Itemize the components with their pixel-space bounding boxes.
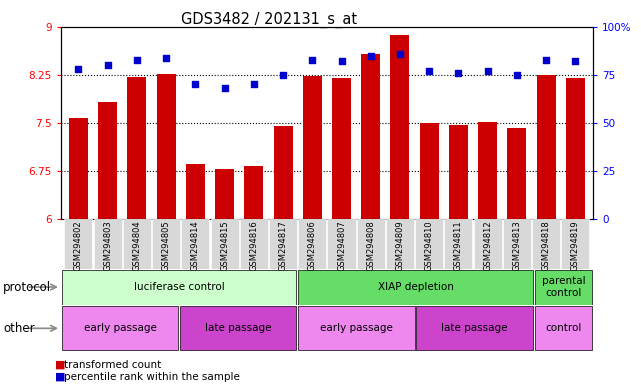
Text: ■: ■ xyxy=(54,360,65,370)
Bar xyxy=(303,76,322,219)
Point xyxy=(453,70,463,76)
Text: GSM294817: GSM294817 xyxy=(279,220,288,271)
Bar xyxy=(332,78,351,219)
Point xyxy=(249,81,259,88)
Bar xyxy=(244,166,263,219)
Point xyxy=(512,72,522,78)
Bar xyxy=(64,219,92,269)
Bar xyxy=(449,125,468,219)
Text: GSM294806: GSM294806 xyxy=(308,220,317,271)
Bar xyxy=(357,219,385,269)
Bar xyxy=(69,118,88,219)
Bar xyxy=(62,270,297,305)
Point xyxy=(161,55,171,61)
Text: early passage: early passage xyxy=(83,323,156,333)
Point xyxy=(570,58,581,65)
Point xyxy=(541,56,551,63)
Bar xyxy=(98,103,117,219)
Text: percentile rank within the sample: percentile rank within the sample xyxy=(64,372,240,382)
Text: parental
control: parental control xyxy=(542,276,585,298)
Point xyxy=(132,56,142,63)
Text: protocol: protocol xyxy=(3,281,51,293)
Bar xyxy=(390,35,410,219)
Text: GSM294808: GSM294808 xyxy=(366,220,375,271)
Text: GSM294816: GSM294816 xyxy=(249,220,258,271)
Text: GDS3482 / 202131_s_at: GDS3482 / 202131_s_at xyxy=(181,12,357,28)
Text: GSM294802: GSM294802 xyxy=(74,220,83,271)
Text: GSM294812: GSM294812 xyxy=(483,220,492,271)
Text: GSM294818: GSM294818 xyxy=(542,220,551,271)
Bar xyxy=(537,75,556,219)
Point xyxy=(219,85,229,91)
Bar xyxy=(508,128,526,219)
Bar xyxy=(417,306,533,351)
Bar xyxy=(186,164,205,219)
Bar xyxy=(180,306,297,351)
Point xyxy=(103,62,113,68)
Bar xyxy=(274,126,292,219)
Bar xyxy=(562,219,590,269)
Text: transformed count: transformed count xyxy=(64,360,162,370)
Text: GSM294805: GSM294805 xyxy=(162,220,171,271)
Bar xyxy=(420,123,438,219)
Bar xyxy=(94,219,122,269)
Bar xyxy=(269,219,297,269)
Bar xyxy=(478,122,497,219)
Bar xyxy=(62,306,178,351)
Bar xyxy=(298,270,533,305)
Text: XIAP depletion: XIAP depletion xyxy=(378,282,454,292)
Point xyxy=(395,51,405,57)
Point xyxy=(337,58,347,65)
Text: GSM294813: GSM294813 xyxy=(512,220,521,271)
Bar xyxy=(328,219,356,269)
Bar xyxy=(152,219,180,269)
Bar xyxy=(386,219,414,269)
Bar xyxy=(123,219,151,269)
Bar xyxy=(298,219,326,269)
Text: ■: ■ xyxy=(54,372,65,382)
Bar xyxy=(240,219,268,269)
Bar xyxy=(181,219,210,269)
Text: GSM294811: GSM294811 xyxy=(454,220,463,271)
Bar xyxy=(210,219,238,269)
Text: early passage: early passage xyxy=(320,323,393,333)
Bar xyxy=(362,54,380,219)
Text: GSM294807: GSM294807 xyxy=(337,220,346,271)
Bar xyxy=(535,306,592,351)
Text: GSM294809: GSM294809 xyxy=(395,220,404,271)
Bar xyxy=(535,270,592,305)
Bar xyxy=(474,219,502,269)
Point xyxy=(483,68,493,74)
Bar xyxy=(156,74,176,219)
Point xyxy=(365,53,376,59)
Text: other: other xyxy=(3,322,35,335)
Bar xyxy=(566,78,585,219)
Text: GSM294819: GSM294819 xyxy=(571,220,580,271)
Text: GSM294803: GSM294803 xyxy=(103,220,112,271)
Text: late passage: late passage xyxy=(205,323,272,333)
Point xyxy=(73,66,83,72)
Point xyxy=(424,68,435,74)
Bar xyxy=(415,219,444,269)
Text: GSM294815: GSM294815 xyxy=(220,220,229,271)
Bar xyxy=(215,169,234,219)
Text: control: control xyxy=(545,323,581,333)
Text: late passage: late passage xyxy=(442,323,508,333)
Bar xyxy=(298,306,415,351)
Bar xyxy=(532,219,560,269)
Text: GSM294804: GSM294804 xyxy=(133,220,142,271)
Point xyxy=(278,72,288,78)
Bar xyxy=(503,219,531,269)
Text: GSM294810: GSM294810 xyxy=(425,220,434,271)
Point xyxy=(190,81,201,88)
Text: luciferase control: luciferase control xyxy=(134,282,224,292)
Bar xyxy=(128,77,146,219)
Text: GSM294814: GSM294814 xyxy=(191,220,200,271)
Bar xyxy=(444,219,472,269)
Point xyxy=(307,56,317,63)
